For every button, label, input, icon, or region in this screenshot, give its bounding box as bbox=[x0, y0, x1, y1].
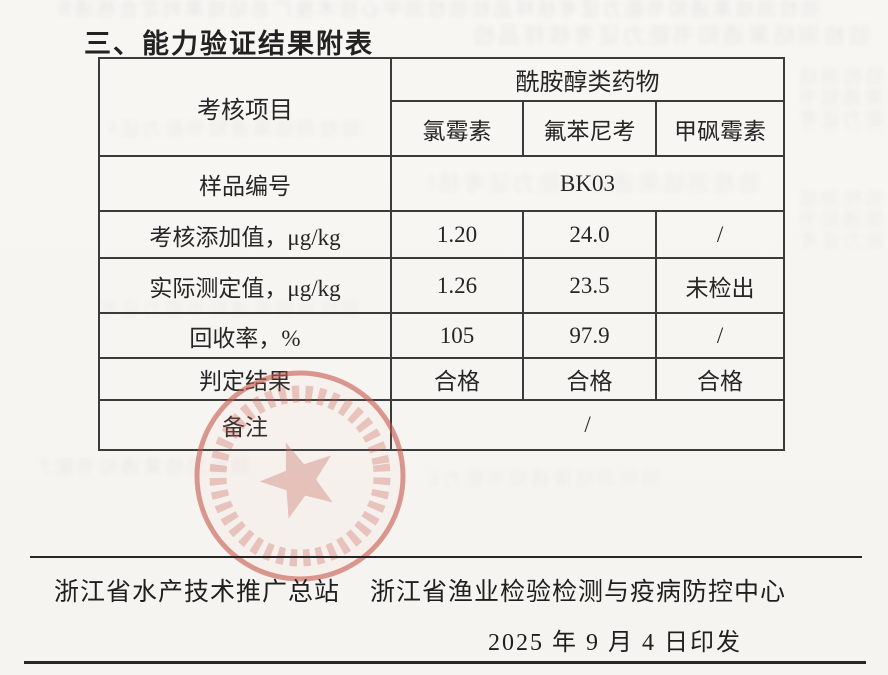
header-drug-class: 酰胺醇类药物 bbox=[389, 57, 786, 102]
issuing-organizations: 浙江省水产技术推广总站 浙江省渔业检验检测与疫病防控中心 bbox=[54, 572, 854, 608]
row-label-recovery: 回收率，% bbox=[98, 312, 392, 359]
header-thiamphenicol: 甲砜霉素 bbox=[654, 100, 786, 157]
row-label-remarks: 备注 bbox=[98, 399, 392, 451]
cell-measured-florfenicol: 23.5 bbox=[522, 257, 657, 314]
cell-recovery-thiamphenicol: / bbox=[654, 312, 786, 359]
footer-top-rule bbox=[30, 556, 862, 558]
bleedthrough-text: 验检测结果通知书能力证考核样品检验检测中心技术推广总站结果判定合格通知验证 bbox=[430, 470, 660, 490]
table-row: 考核添加值，μg/kg 1.20 24.0 / bbox=[98, 210, 786, 259]
cell-recovery-florfenicol: 97.9 bbox=[522, 312, 657, 359]
cell-spiked-chloramphenicol: 1.20 bbox=[390, 210, 524, 259]
row-label-measured-value: 实际测定值，μg/kg bbox=[98, 257, 392, 314]
bleedthrough-text: 验检测结果通知书能力证考核样品检验检测中心技术推广总站结果判定合格通知验证 bbox=[40, 458, 250, 478]
org-name-right: 浙江省渔业检验检测与疫病防控中心 bbox=[370, 579, 787, 606]
bleedthrough-text: 验检测结果通知书能力证考核样品检验检测中心技术推广总站结果判定合格通知验证 bbox=[795, 190, 884, 250]
cell-judgement-thiamphenicol: 合格 bbox=[654, 357, 786, 401]
table-row: 备注 / bbox=[98, 399, 786, 451]
cell-spiked-thiamphenicol: / bbox=[654, 210, 786, 259]
org-name-left: 浙江省水产技术推广总站 bbox=[54, 579, 341, 606]
header-chloramphenicol: 氯霉素 bbox=[390, 100, 524, 157]
bleedthrough-text: 验检测结果通知书能力证考核样品检验检测中心技术推广总站结果判定合格通知验证 bbox=[795, 68, 884, 132]
cell-spiked-florfenicol: 24.0 bbox=[522, 210, 657, 259]
bleedthrough-text: 验检测结果通知书能力证考核样品检验检测中心技术推广总站结果判定合格通知验证 bbox=[470, 24, 870, 48]
cell-sample-id: BK03 bbox=[389, 155, 786, 212]
table-row: 样品编号 BK03 bbox=[98, 155, 786, 212]
cell-judgement-florfenicol: 合格 bbox=[522, 357, 657, 401]
table-row: 判定结果 合格 合格 合格 bbox=[98, 357, 786, 401]
header-florfenicol: 氟苯尼考 bbox=[522, 100, 657, 157]
cell-measured-chloramphenicol: 1.26 bbox=[390, 257, 524, 314]
row-label-spiked-value: 考核添加值，μg/kg bbox=[98, 210, 392, 259]
cell-remarks: / bbox=[389, 399, 786, 451]
cell-judgement-chloramphenicol: 合格 bbox=[390, 357, 524, 401]
header-assessed-item: 考核项目 bbox=[98, 57, 392, 157]
page-title: 三、能力验证结果附表 bbox=[84, 29, 374, 59]
footer-bottom-rule bbox=[24, 661, 866, 664]
row-label-sample-id: 样品编号 bbox=[98, 155, 392, 212]
table-row: 回收率，% 105 97.9 / bbox=[98, 312, 786, 359]
cell-recovery-chloramphenicol: 105 bbox=[390, 312, 524, 359]
row-label-judgement: 判定结果 bbox=[98, 357, 392, 401]
cell-measured-thiamphenicol: 未检出 bbox=[654, 257, 786, 314]
table-row: 实际测定值，μg/kg 1.26 23.5 未检出 bbox=[98, 257, 786, 314]
bleedthrough-text: 验检测结果通知书能力证考核样品检验检测中心技术推广总站结果判定合格通知验证 bbox=[60, 0, 820, 18]
issue-date: 2025 年 9 月 4 日印发 bbox=[488, 630, 742, 656]
results-table: 考核项目 酰胺醇类药物 氯霉素 氟苯尼考 甲砜霉素 样品编号 BK03 考核添加… bbox=[98, 57, 786, 451]
